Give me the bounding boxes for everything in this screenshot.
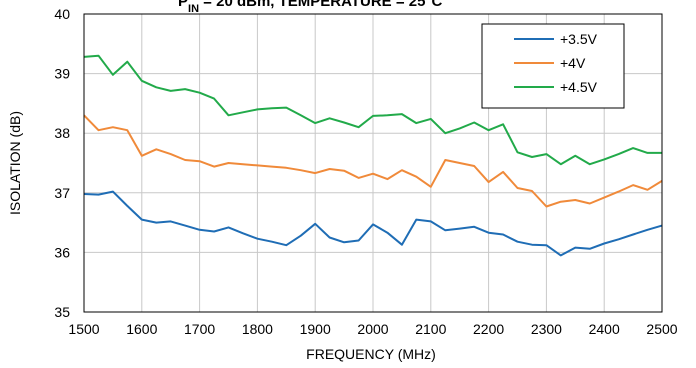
series-group [83, 54, 663, 257]
x-tick-label: 1700 [184, 321, 215, 337]
series-line-3 [83, 54, 662, 166]
legend-box [481, 23, 625, 109]
x-tick-label: 2200 [473, 321, 504, 337]
x-tick-label: 2400 [589, 321, 620, 337]
title-sub: IN [188, 3, 199, 15]
x-tick-label: 1800 [242, 321, 273, 337]
legend-label: +3.5V [560, 31, 598, 47]
y-tick-label: 40 [54, 6, 70, 22]
y-tick-label: 35 [54, 304, 70, 320]
y-tick-label: 37 [54, 185, 70, 201]
series-line-1 [83, 190, 663, 257]
title-rest: = 20 dBm, TEMPERATURE = 25°C [199, 0, 442, 10]
legend-label: +4.5V [560, 79, 598, 95]
y-tick-label: 38 [54, 125, 70, 141]
x-tick-label: 2300 [531, 321, 562, 337]
x-axis-title: FREQUENCY (MHz) [306, 346, 436, 362]
x-tick-label: 2500 [646, 321, 677, 337]
x-tick-label: 1900 [300, 321, 331, 337]
title-p: P [178, 0, 188, 10]
plot-frame [83, 13, 663, 313]
tick-labels: 1500 1600 1700 1800 1900 2000 2100 2200 2300 2400… [54, 6, 677, 337]
x-tick-label: 2000 [357, 321, 388, 337]
y-tick-label: 36 [54, 244, 70, 260]
x-tick-label: 1500 [68, 321, 99, 337]
legend-label: +4V [560, 55, 586, 71]
series-line-2 [83, 114, 663, 208]
chart-title-text: PIN = 20 dBm, TEMPERATURE = 25°C [178, 0, 442, 15]
chart-title: PIN = 20 dBm, TEMPERATURE = 25°C [178, 0, 442, 15]
x-tick-label: 2100 [415, 321, 446, 337]
legend: +3.5V +4V +4.5V [481, 23, 625, 109]
y-axis-title: ISOLATION (dB) [7, 111, 23, 215]
x-tick-label: 1600 [126, 321, 157, 337]
y-tick-label: 39 [54, 66, 70, 82]
